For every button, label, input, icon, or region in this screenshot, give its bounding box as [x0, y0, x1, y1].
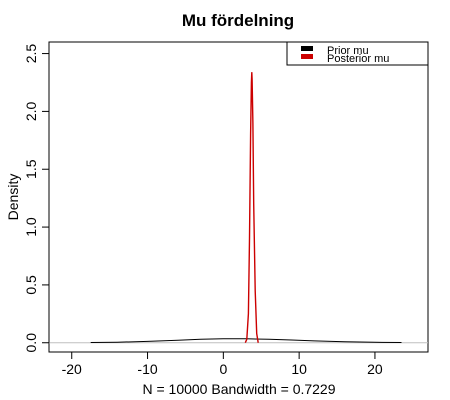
x-tick-label: -20	[62, 361, 82, 377]
y-tick-label: 2.5	[23, 44, 39, 64]
y-axis-label: Density	[5, 174, 21, 221]
x-tick-label: 0	[219, 361, 227, 377]
x-axis-label: N = 10000 Bandwidth = 0.7229	[142, 381, 335, 397]
x-tick-label: 10	[291, 361, 307, 377]
y-tick-label: 1.0	[23, 217, 39, 237]
y-tick-label: 0.0	[23, 333, 39, 353]
series-layer	[90, 72, 402, 343]
series-line-posterior	[244, 72, 259, 343]
series-line-prior	[90, 338, 402, 343]
x-tick-label: -10	[137, 361, 157, 377]
legend: Prior mu Posterior mu	[286, 41, 429, 66]
chart-title: Mu fördelning	[182, 11, 294, 30]
y-tick-label: 0.5	[23, 275, 39, 295]
x-tick-label: 20	[367, 361, 383, 377]
legend-box	[286, 41, 429, 66]
plot-frame	[48, 41, 429, 353]
legend-label-prior: Prior mu	[327, 45, 369, 57]
y-axis: 0.0 0.5 1.0 1.5 2.0 2.5	[23, 44, 50, 353]
legend-swatch-prior	[301, 46, 313, 51]
y-tick-label: 1.5	[23, 159, 39, 179]
x-axis: -20 -10 0 10 20	[62, 351, 383, 377]
y-tick-label: 2.0	[23, 101, 39, 121]
legend-swatch-posterior	[301, 54, 313, 59]
legend-label-posterior: Posterior mu	[327, 53, 389, 65]
